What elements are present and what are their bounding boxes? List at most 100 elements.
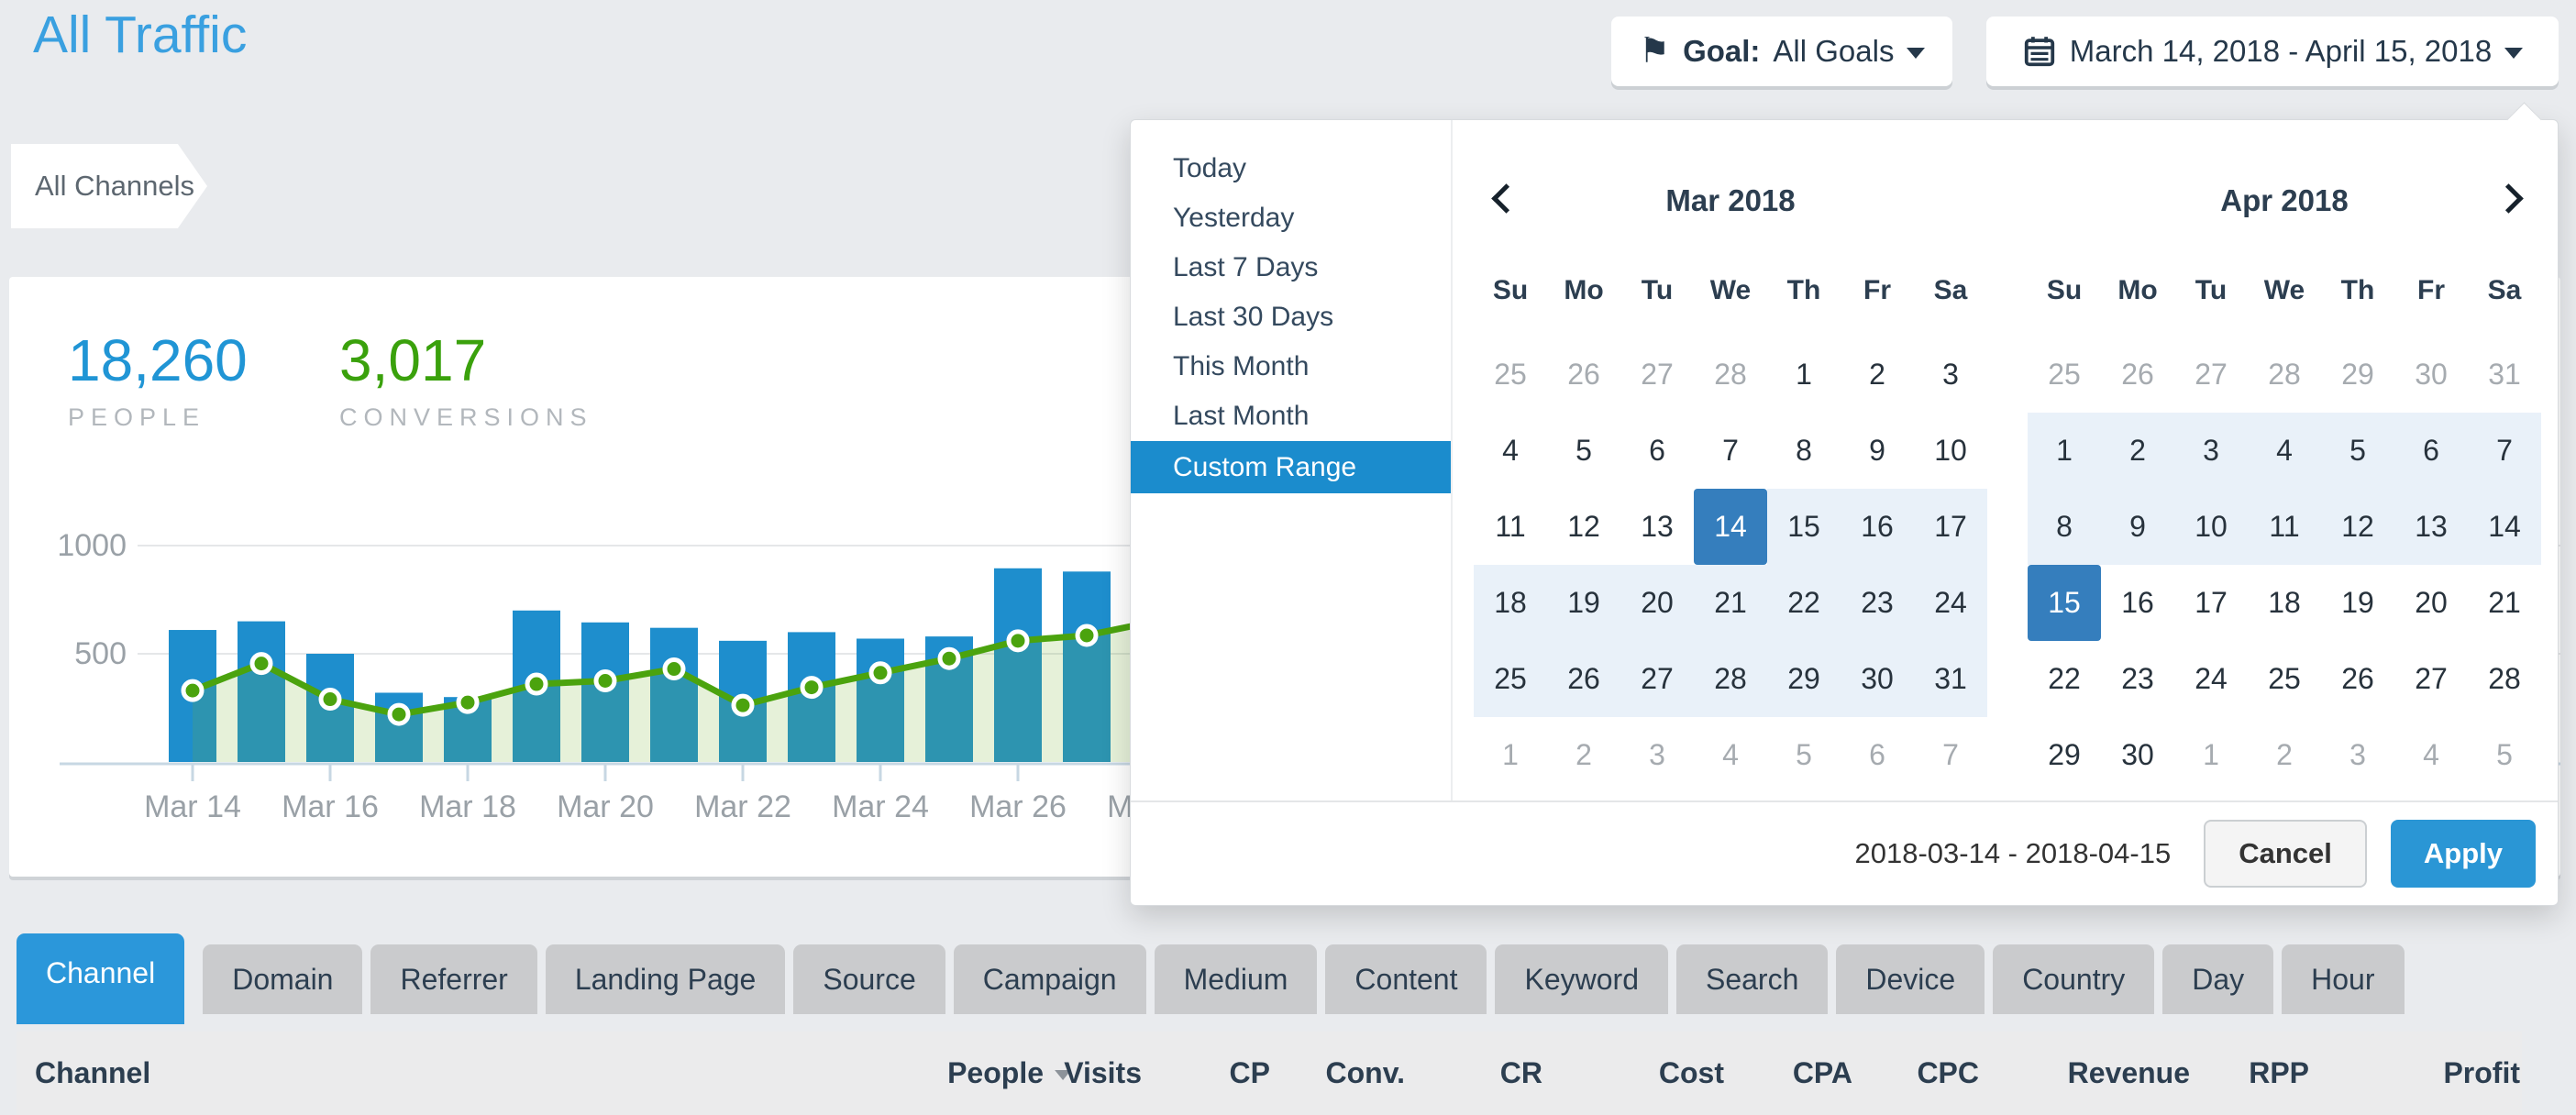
- day-cell[interactable]: 25: [2048, 358, 2081, 391]
- day-cell[interactable]: 5: [1575, 434, 1592, 467]
- day-cell[interactable]: 17: [1914, 489, 1987, 565]
- day-cell[interactable]: 29: [2341, 358, 2374, 391]
- day-cell[interactable]: 2: [1575, 738, 1592, 771]
- day-cell[interactable]: 31: [2488, 358, 2521, 391]
- tab-campaign[interactable]: Campaign: [953, 944, 1146, 1014]
- day-cell[interactable]: 18: [1474, 565, 1547, 641]
- day-cell[interactable]: 21: [2488, 586, 2521, 619]
- line-point[interactable]: [937, 646, 961, 670]
- day-cell[interactable]: 1: [1502, 738, 1519, 771]
- line-point[interactable]: [731, 693, 755, 717]
- tab-referrer[interactable]: Referrer: [370, 944, 537, 1014]
- day-cell[interactable]: 10: [2174, 489, 2248, 565]
- day-cell[interactable]: 22: [2048, 662, 2081, 695]
- day-cell[interactable]: 21: [1694, 565, 1767, 641]
- day-cell[interactable]: 25: [1494, 358, 1527, 391]
- line-point[interactable]: [249, 652, 273, 676]
- day-cell[interactable]: 4: [2248, 413, 2321, 489]
- column-header-conv-[interactable]: Conv.: [1325, 1032, 1405, 1115]
- column-header-cr[interactable]: CR: [1500, 1032, 1542, 1115]
- tab-medium[interactable]: Medium: [1154, 944, 1318, 1014]
- day-cell[interactable]: 4: [1502, 434, 1519, 467]
- day-cell[interactable]: 29: [1767, 641, 1841, 717]
- day-cell[interactable]: 1: [2203, 738, 2219, 771]
- day-cell[interactable]: 18: [2268, 586, 2301, 619]
- column-header-cpa[interactable]: CPA: [1793, 1032, 1852, 1115]
- preset-yesterday[interactable]: Yesterday: [1173, 203, 1295, 233]
- column-header-cost[interactable]: Cost: [1659, 1032, 1724, 1115]
- day-cell[interactable]: 13: [1641, 510, 1674, 543]
- tab-content[interactable]: Content: [1325, 944, 1487, 1014]
- day-cell[interactable]: 27: [2415, 662, 2448, 695]
- day-cell[interactable]: 13: [2394, 489, 2468, 565]
- day-cell[interactable]: 2: [2101, 413, 2174, 489]
- day-cell[interactable]: 1: [2028, 413, 2101, 489]
- day-cell[interactable]: 20: [2415, 586, 2448, 619]
- preset-last-30-days[interactable]: Last 30 Days: [1173, 302, 1334, 332]
- tab-device[interactable]: Device: [1836, 944, 1985, 1014]
- day-cell[interactable]: 28: [1694, 641, 1767, 717]
- line-point[interactable]: [868, 661, 892, 685]
- preset-custom-range[interactable]: Custom Range: [1131, 441, 1451, 493]
- day-cell[interactable]: 12: [2321, 489, 2394, 565]
- line-point[interactable]: [318, 688, 342, 712]
- day-cell[interactable]: 16: [2121, 586, 2154, 619]
- line-point[interactable]: [662, 657, 686, 681]
- tab-keyword[interactable]: Keyword: [1495, 944, 1668, 1014]
- day-cell[interactable]: 25: [2268, 662, 2301, 695]
- day-cell[interactable]: 3: [2349, 738, 2366, 771]
- line-point[interactable]: [525, 672, 548, 696]
- preset-last-7-days[interactable]: Last 7 Days: [1173, 252, 1319, 282]
- chart-bar[interactable]: [1063, 571, 1111, 762]
- day-cell[interactable]: 5: [1796, 738, 1812, 771]
- day-cell[interactable]: 10: [1934, 434, 1967, 467]
- day-cell[interactable]: 25: [1474, 641, 1547, 717]
- day-cell[interactable]: 27: [1620, 641, 1694, 717]
- chart-bar[interactable]: [857, 638, 904, 762]
- day-cell[interactable]: 16: [1841, 489, 1914, 565]
- chart-bar[interactable]: [650, 627, 698, 762]
- day-cell[interactable]: 23: [1841, 565, 1914, 641]
- day-cell[interactable]: 19: [1547, 565, 1620, 641]
- line-point[interactable]: [800, 676, 824, 700]
- day-cell[interactable]: 26: [1547, 641, 1620, 717]
- tab-channel[interactable]: Channel: [17, 933, 185, 1024]
- day-cell[interactable]: 29: [2048, 738, 2081, 771]
- chevron-left-icon[interactable]: [1491, 183, 1521, 214]
- column-header-people[interactable]: People: [947, 1032, 1071, 1115]
- chevron-right-icon[interactable]: [2493, 183, 2524, 214]
- breadcrumb[interactable]: All Channels: [11, 144, 207, 228]
- preset-last-month[interactable]: Last Month: [1173, 401, 1310, 431]
- day-cell[interactable]: 7: [2468, 413, 2541, 489]
- day-cell[interactable]: 22: [1767, 565, 1841, 641]
- column-header-cpc[interactable]: CPC: [1917, 1032, 1979, 1115]
- tab-search[interactable]: Search: [1675, 944, 1829, 1014]
- day-cell[interactable]: 9: [1869, 434, 1885, 467]
- day-cell[interactable]: 23: [2121, 662, 2154, 695]
- day-cell[interactable]: 30: [1841, 641, 1914, 717]
- preset-today[interactable]: Today: [1173, 153, 1247, 183]
- day-cell[interactable]: 24: [1914, 565, 1987, 641]
- goal-selector-button[interactable]: ⚑ Goal: All Goals: [1611, 17, 1953, 86]
- day-cell[interactable]: 6: [2394, 413, 2468, 489]
- chart-bar[interactable]: [238, 621, 285, 762]
- column-header-channel[interactable]: Channel: [35, 1032, 150, 1115]
- cancel-button[interactable]: Cancel: [2204, 820, 2367, 888]
- day-cell[interactable]: 3: [2174, 413, 2248, 489]
- day-cell[interactable]: 4: [2423, 738, 2439, 771]
- day-cell[interactable]: 20: [1620, 565, 1694, 641]
- day-cell[interactable]: 30: [2121, 738, 2154, 771]
- tab-hour[interactable]: Hour: [2282, 944, 2405, 1014]
- day-cell[interactable]: 30: [2415, 358, 2448, 391]
- line-point[interactable]: [593, 669, 617, 692]
- day-cell[interactable]: 14: [2468, 489, 2541, 565]
- apply-button[interactable]: Apply: [2390, 820, 2536, 888]
- chart-bar[interactable]: [994, 568, 1042, 762]
- day-cell[interactable]: 19: [2341, 586, 2374, 619]
- line-point[interactable]: [1075, 624, 1099, 647]
- tab-landing-page[interactable]: Landing Page: [545, 944, 786, 1014]
- sort-desc-icon[interactable]: [1055, 1070, 1071, 1081]
- line-point[interactable]: [1006, 629, 1030, 653]
- day-cell[interactable]: 4: [1722, 738, 1739, 771]
- day-cell[interactable]: 9: [2101, 489, 2174, 565]
